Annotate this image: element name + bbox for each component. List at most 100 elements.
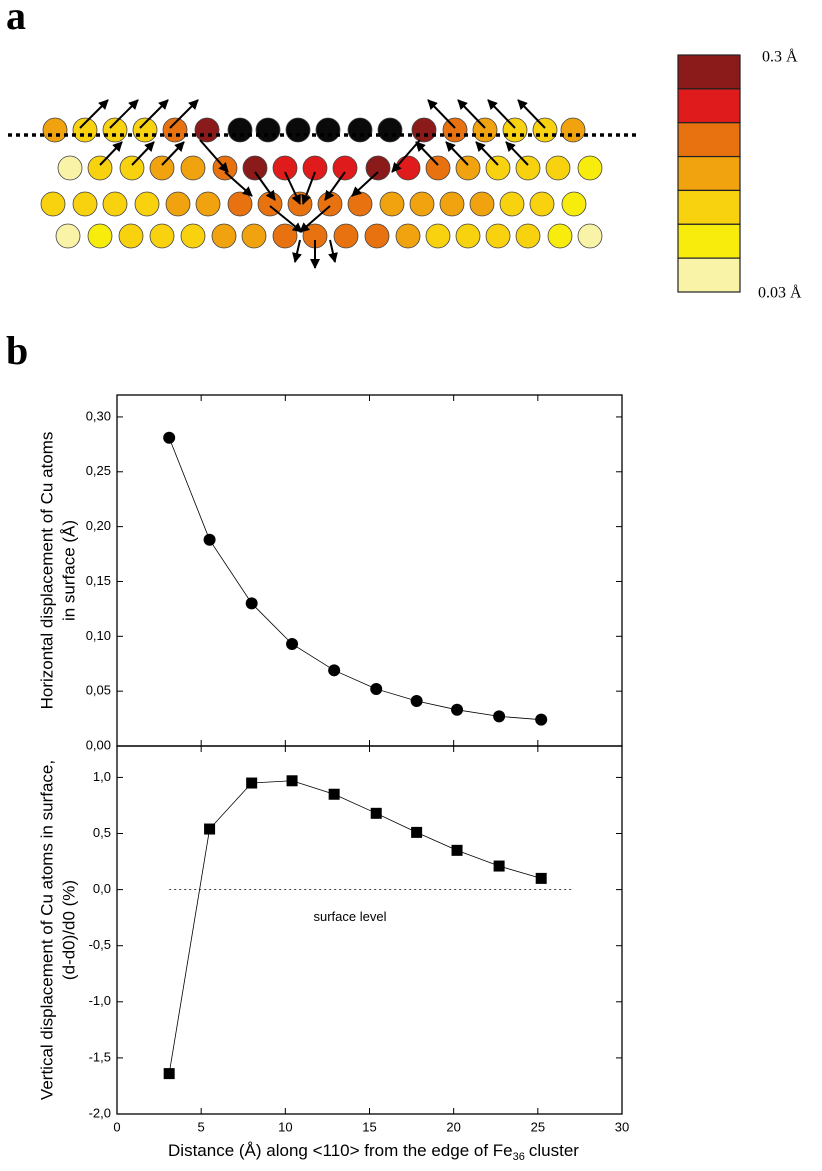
atom [194,117,220,143]
colorbar-cell [677,189,741,225]
x-tick-label: 0 [113,1119,120,1134]
data-point [493,710,506,723]
colorbar-cell [677,155,741,192]
data-point [163,1068,175,1080]
x-axis-label-part: cluster [529,1141,579,1160]
y-axis-label: Horizontal displacement of Cu atoms [37,432,56,710]
atom [87,223,113,249]
x-tick-label: 15 [362,1119,376,1134]
atom [379,191,405,217]
atom [165,191,191,217]
atom [134,191,160,217]
colorbar-cell [677,122,741,158]
displacement-arrow [169,99,199,129]
displacement-arrow [269,205,303,233]
atom [72,191,98,217]
y-tick-label: 0,5 [93,825,111,840]
atom [149,223,175,249]
displacement-arrow [292,239,302,263]
atom [332,155,358,181]
data-point [535,713,548,726]
displacement-arrow [161,141,185,166]
displacement-arrow [475,141,499,166]
displacement-arrow [487,99,516,129]
data-point [411,826,423,838]
atom [255,117,281,143]
atom [499,191,525,217]
panel-label: b [6,328,28,373]
atom [439,191,465,217]
displacement-arrow [391,139,421,173]
atom [149,155,175,181]
atom [545,155,571,181]
displacement-arrow [199,139,229,173]
atom [529,191,555,217]
atom [180,155,206,181]
data-point [493,860,505,872]
colorbar-cell [677,257,741,293]
atom [411,117,437,143]
data-point [246,777,258,789]
atom [347,117,373,143]
displacement-arrow [301,171,316,205]
data-point [451,703,464,716]
displacement-arrow [415,141,439,166]
data-point [163,431,176,444]
data-point [535,872,547,884]
displacement-arrow [79,99,109,129]
y-tick-label: 0,05 [86,683,111,698]
atom [469,191,495,217]
y-tick-label: 0,20 [86,518,111,533]
reference-label: surface level [314,909,387,924]
atom [119,155,145,181]
displacement-arrow [131,141,155,166]
displacement-arrow [427,99,456,129]
data-point [286,637,299,650]
x-axis-label: Distance (Å) along <110> from the edge o… [168,1141,579,1162]
displacement-arrow [109,99,139,129]
y-tick-label: 0,0 [93,881,111,896]
atom [227,191,253,217]
atom [485,223,511,249]
atom [118,223,144,249]
atom [455,223,481,249]
y-tick-label: -0,5 [89,937,111,952]
atom [57,155,83,181]
atom [577,155,603,181]
atom [40,191,66,217]
y-axis-label: (d-d0)/d0 (%) [59,880,78,980]
x-tick-label: 30 [615,1119,629,1134]
data-point [410,695,423,708]
atom-diagram [8,99,636,269]
atom [42,117,68,143]
displacement-arrow [139,99,169,129]
atom [377,117,403,143]
y-tick-label: 0,15 [86,573,111,588]
plot-frame [116,394,623,747]
y-tick-label: 1,0 [93,769,111,784]
displacement-arrow [99,141,123,166]
y-axis-label: in surface (Å) [59,520,78,621]
atom [425,155,451,181]
atom [241,223,267,249]
atom [180,223,206,249]
data-line [168,780,542,1074]
atom [577,223,603,249]
atom [425,223,451,249]
y-tick-label: 0,30 [86,408,111,423]
atom [515,223,541,249]
displacement-arrow [517,99,546,129]
x-tick-label: 20 [446,1119,460,1134]
data-point [245,597,258,610]
data-point [203,533,216,546]
displacement-arrow [284,171,301,205]
atom [302,155,328,181]
atom [227,117,253,143]
displacement-arrow [505,141,529,166]
atom [211,223,237,249]
x-axis-label-part: 36 [513,1151,525,1163]
atom [560,117,586,143]
panel-label: a [6,0,26,38]
atom [347,191,373,217]
